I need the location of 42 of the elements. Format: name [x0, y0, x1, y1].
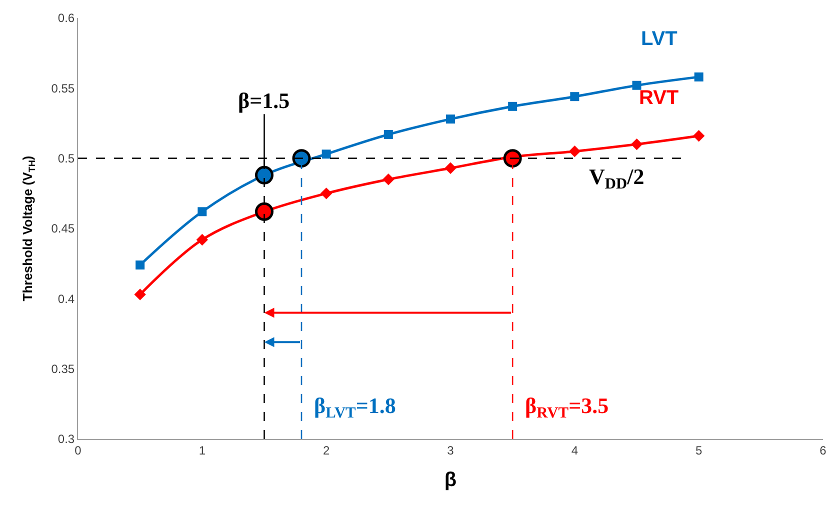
point	[503, 149, 522, 168]
point	[632, 80, 642, 90]
y-tick-label: 0.55	[51, 81, 75, 96]
point	[196, 234, 208, 246]
point	[444, 162, 456, 174]
point	[570, 92, 580, 102]
x-tick-label: 4	[571, 443, 578, 458]
x-tick-label: 6	[820, 443, 827, 458]
point	[292, 149, 311, 168]
point	[692, 130, 705, 142]
y-tick-label: 0.35	[51, 362, 75, 376]
point	[255, 202, 274, 221]
point	[134, 288, 146, 300]
point	[384, 130, 393, 139]
point	[446, 114, 455, 124]
annotation: β=1.5	[238, 88, 290, 113]
x-tick-label: 0	[74, 443, 82, 458]
annotation: β$_{RVT}$=3.5	[525, 393, 609, 422]
y-tick-label: 0.4	[58, 292, 75, 306]
annotation: V$_{DD}$/2	[589, 164, 644, 193]
y-tick-label: 0.45	[51, 222, 75, 236]
y-tick-label: 0.5	[58, 152, 75, 166]
series-label: RVT	[639, 87, 679, 109]
y-tick-label: 0.6	[58, 11, 75, 26]
point	[136, 260, 145, 270]
point	[320, 188, 332, 200]
annotation: β$_{LVT}$=1.8	[314, 393, 396, 422]
x-tick-label: 5	[695, 443, 702, 458]
x-axis-title: β	[444, 468, 457, 491]
point	[322, 150, 331, 159]
point	[694, 72, 704, 82]
x-tick-label: 1	[198, 443, 206, 458]
point	[508, 102, 518, 111]
series-label: LVT	[641, 28, 678, 50]
x-tick-label: 3	[447, 443, 454, 458]
x-tick-label: 2	[322, 443, 330, 458]
point	[630, 138, 643, 150]
y-tick-label: 0.3	[58, 432, 75, 446]
point	[198, 207, 207, 216]
point	[255, 166, 274, 184]
point	[568, 145, 581, 158]
point	[382, 174, 394, 186]
